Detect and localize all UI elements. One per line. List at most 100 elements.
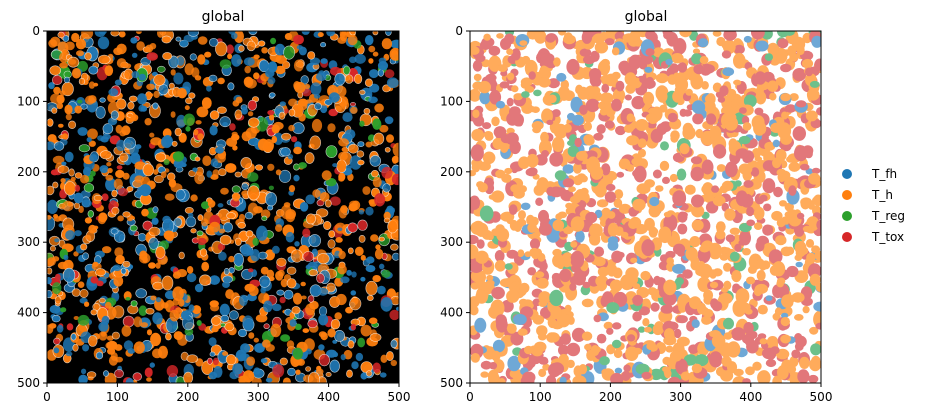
cell-blob (545, 33, 556, 43)
cell-blob (677, 223, 688, 235)
cell-blob (653, 321, 665, 335)
y-tick-label: 0 (455, 24, 463, 38)
cell-blob (470, 234, 479, 245)
right-plot-frame (469, 30, 822, 384)
cell-blob (370, 170, 379, 178)
cell-blob (79, 288, 89, 298)
cell-blob (697, 276, 711, 292)
cell-blob (624, 94, 633, 101)
cell-blob (637, 326, 646, 333)
cell-blob (528, 106, 537, 113)
left-panel: global 0 100 200 300 400 500 0 100 200 300 400 500 (17, 9, 410, 404)
cell-blob (248, 372, 255, 379)
cell-blob (298, 162, 307, 169)
cell-blob (262, 339, 271, 348)
cell-blob (139, 252, 151, 264)
cell-blob (80, 174, 90, 184)
cell-blob (738, 239, 747, 246)
cell-blob (301, 295, 307, 300)
cell-blob (150, 332, 162, 346)
cell-blob (733, 52, 746, 69)
cell-blob (313, 102, 322, 111)
cell-blob (102, 246, 112, 254)
x-tick-label: 500 (810, 390, 833, 404)
cell-blob (536, 177, 549, 193)
cell-blob (585, 98, 600, 113)
cell-blob (53, 337, 61, 345)
cell-blob (316, 273, 325, 284)
cell-blob (305, 264, 311, 270)
cell-blob (759, 194, 768, 202)
cell-blob (691, 319, 700, 328)
cell-blob (377, 60, 389, 71)
cell-blob (325, 145, 338, 158)
cell-blob (762, 224, 774, 236)
cell-blob (349, 31, 357, 36)
cell-blob (623, 364, 631, 373)
cell-blob (288, 124, 295, 132)
cell-blob (665, 58, 673, 66)
cell-blob (800, 197, 812, 207)
cell-blob (621, 231, 629, 238)
cell-blob (347, 222, 358, 233)
cell-blob (130, 300, 138, 307)
cell-blob (308, 269, 319, 277)
cell-blob (805, 67, 813, 77)
cell-blob (57, 31, 65, 39)
cell-blob (65, 230, 76, 241)
cell-blob (563, 226, 573, 235)
cell-blob (144, 118, 152, 126)
cell-blob (68, 168, 75, 177)
cell-blob (170, 69, 176, 76)
cell-blob (126, 186, 134, 192)
cell-blob (162, 215, 171, 224)
cell-blob (494, 250, 505, 262)
cell-blob (384, 116, 394, 125)
cell-blob (179, 39, 189, 48)
cell-blob (271, 135, 278, 144)
cell-blob (592, 33, 606, 44)
cell-blob (572, 175, 584, 186)
cell-blob (360, 276, 366, 282)
cell-blob (47, 141, 56, 151)
cell-blob (94, 31, 106, 38)
cell-blob (232, 100, 240, 107)
cell-blob (501, 173, 512, 183)
cell-blob (78, 205, 84, 213)
cell-blob (229, 123, 236, 131)
cell-blob (547, 78, 560, 89)
cell-blob (795, 261, 803, 268)
cell-blob (192, 167, 198, 172)
cell-blob (715, 221, 726, 233)
cell-blob (285, 231, 295, 243)
cell-blob (538, 291, 551, 304)
cell-blob (63, 76, 70, 84)
legend-marker (842, 211, 852, 221)
cell-blob (744, 308, 753, 315)
cell-blob (232, 145, 238, 151)
cell-blob (147, 92, 154, 98)
cell-blob (379, 124, 389, 133)
cell-blob (791, 36, 806, 52)
cell-blob (281, 132, 292, 141)
cell-blob (57, 165, 70, 174)
cell-blob (134, 161, 146, 170)
right-cell-overlay (470, 31, 821, 383)
cell-blob (293, 146, 302, 155)
cell-blob (265, 68, 275, 78)
cell-blob (389, 47, 399, 61)
left-x-axis: 0 100 200 300 400 500 (43, 383, 410, 404)
cell-blob (767, 80, 779, 92)
cell-blob (328, 92, 340, 103)
cell-blob (494, 260, 506, 272)
cell-blob (642, 91, 655, 106)
cell-blob (557, 211, 568, 219)
cell-blob (153, 175, 164, 184)
cell-blob (100, 331, 107, 337)
cell-blob (753, 206, 765, 221)
cell-blob (471, 161, 481, 173)
cell-blob (82, 252, 89, 260)
cell-blob (761, 133, 769, 143)
cell-blob (90, 309, 98, 316)
cell-blob (582, 281, 591, 289)
